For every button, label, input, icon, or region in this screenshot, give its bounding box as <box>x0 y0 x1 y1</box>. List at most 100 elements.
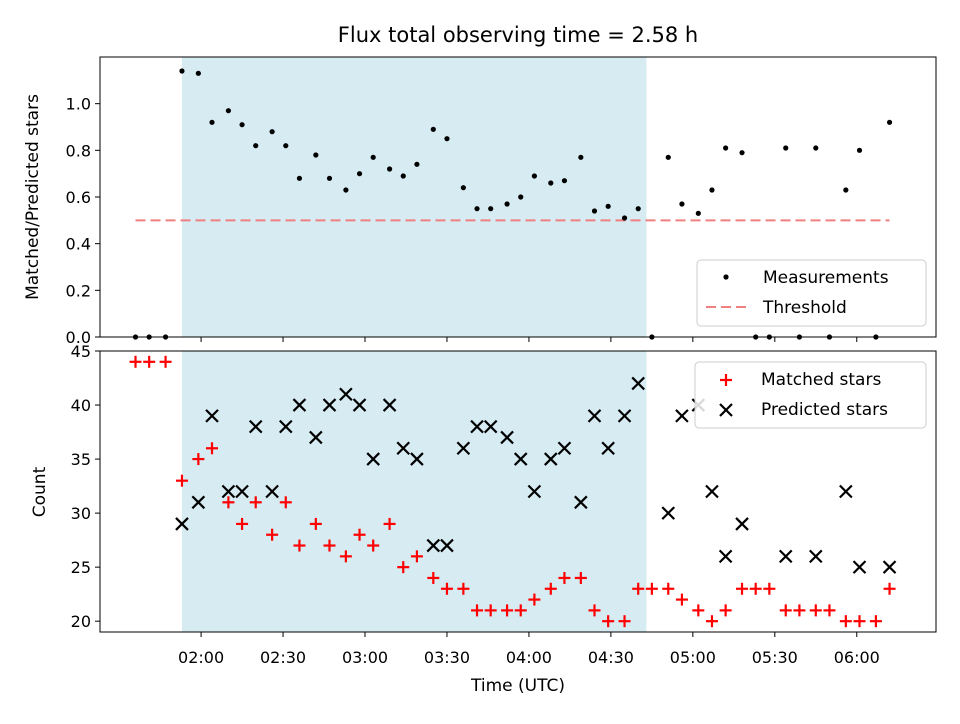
matched-star-point <box>675 593 688 606</box>
predicted-star-point <box>426 538 441 553</box>
bottom-y-tick-label: 30 <box>71 504 91 523</box>
top-y-tick-label: 0.4 <box>66 235 91 254</box>
matched-star-point <box>440 582 453 595</box>
matched-star-point <box>143 355 156 368</box>
predicted-star-point <box>265 484 279 499</box>
matched-star-point <box>192 453 205 466</box>
bottom-shaded-region <box>181 351 647 632</box>
bottom-plot-frame <box>99 350 937 633</box>
matched-star-point <box>222 496 235 509</box>
top-y-tick-label: 0.0 <box>66 328 91 347</box>
matched-star-point <box>323 539 336 552</box>
measurement-point <box>296 175 303 181</box>
measurement-point <box>679 201 685 207</box>
measurement-point <box>591 208 598 214</box>
predicted-star-point <box>235 484 249 499</box>
top-legend-frame <box>696 259 927 327</box>
predicted-star-point <box>440 538 454 553</box>
predicted-star-point <box>809 549 823 564</box>
matched-star-point <box>383 517 396 530</box>
matched-star-point <box>427 571 440 584</box>
predicted-star-point <box>778 549 793 564</box>
predicted-star-point <box>527 484 542 499</box>
measurement-point <box>488 206 494 212</box>
measurement-point <box>504 201 510 207</box>
predicted-star-point <box>483 419 498 434</box>
matched-star-point <box>645 582 658 595</box>
bottom-y-tick-label: 40 <box>71 396 91 415</box>
matched-star-point <box>397 561 410 574</box>
measurement-point <box>414 161 420 167</box>
x-tick-label: 04:00 <box>506 648 552 667</box>
legend-dot-marker <box>723 274 729 280</box>
measurement-point <box>561 178 568 184</box>
x-tick-label: 02:30 <box>260 648 306 667</box>
predicted-star-point <box>500 430 514 445</box>
predicted-star-point <box>661 506 676 520</box>
predicted-star-point <box>617 409 632 423</box>
bottom-legend: Matched stars Predicted stars <box>694 361 927 429</box>
top-y-axis-label: Matched/Predicted stars <box>23 94 43 300</box>
predicted-star-point <box>322 398 337 412</box>
measurement-point <box>326 175 333 181</box>
bottom-y-axis-label: Count <box>30 466 50 517</box>
matched-star-point <box>632 582 645 595</box>
measurement-point <box>283 143 289 149</box>
matched-star-point <box>779 604 792 617</box>
bottom-axis-ticks: 20 25 30 35 40 45 02:00 02:30 03:00 03:30 04:00 04:… <box>71 342 880 667</box>
predicted-star-point <box>309 430 323 445</box>
matched-star-point <box>353 528 366 541</box>
matched-star-point <box>528 593 541 606</box>
measurement-point <box>621 215 628 221</box>
measurement-point <box>460 185 466 191</box>
top-shaded-region <box>181 57 647 337</box>
measurement-point <box>225 108 232 114</box>
measurement-point <box>356 171 363 177</box>
measurement-point <box>783 145 789 151</box>
matched-star-point <box>809 604 822 617</box>
matched-star-point <box>367 539 380 552</box>
matched-star-point <box>869 615 882 628</box>
matched-star-point <box>763 582 776 595</box>
matched-star-point <box>410 550 423 563</box>
matched-star-point <box>883 582 896 595</box>
top-plot-frame <box>99 56 937 338</box>
predicted-star-point <box>574 495 588 510</box>
matched-star-point <box>823 604 836 617</box>
measurement-point <box>343 187 349 193</box>
measurement-point <box>548 180 554 186</box>
bottom-y-tick-label: 20 <box>71 612 91 631</box>
matched-star-point <box>719 604 732 617</box>
predicted-star-point <box>278 419 293 434</box>
x-tick-label: 04:30 <box>588 648 634 667</box>
matched-star-point <box>471 604 484 617</box>
matched-star-point <box>588 604 601 617</box>
predicted-star-point <box>557 441 572 456</box>
predicted-star-point <box>675 409 689 423</box>
matched-star-point <box>206 442 219 455</box>
matched-star-point <box>159 355 172 368</box>
legend-label-matched: Matched stars <box>761 370 881 390</box>
predicted-star-point <box>705 484 719 499</box>
matched-star-point <box>293 539 306 552</box>
matched-star-point <box>705 615 718 628</box>
top-y-tick-label: 0.8 <box>66 141 91 160</box>
measurement-point <box>531 173 537 179</box>
predicted-star-point <box>175 517 189 531</box>
matched-star-point <box>793 604 806 617</box>
measurement-point <box>518 194 524 200</box>
predicted-star-point <box>366 452 380 466</box>
matched-star-point <box>309 517 322 530</box>
top-y-tick-label: 0.2 <box>66 281 91 300</box>
bottom-y-tick-label: 45 <box>71 342 91 361</box>
predicted-star-point <box>382 398 397 412</box>
measurement-point <box>370 154 376 160</box>
predicted-star-point <box>396 441 411 456</box>
predicted-star-point <box>544 452 558 466</box>
predicted-star-point <box>587 409 602 423</box>
matched-star-point <box>839 615 852 628</box>
measurement-point <box>578 154 584 160</box>
matched-star-point <box>618 615 631 628</box>
predicted-star-point <box>221 484 236 499</box>
legend-label-measurements: Measurements <box>763 268 889 288</box>
